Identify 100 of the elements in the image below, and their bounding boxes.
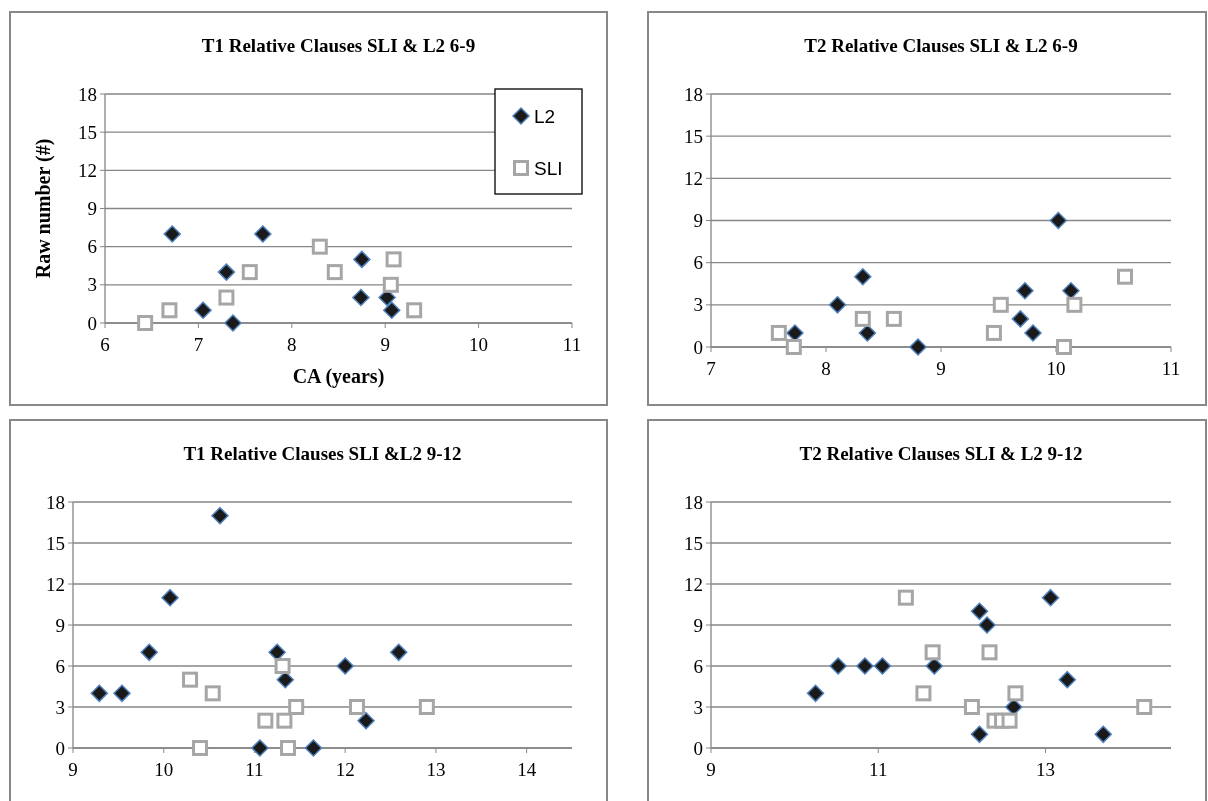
point [856, 657, 874, 675]
y-tick-label: 3 [55, 696, 65, 718]
point [406, 302, 423, 319]
point [1066, 296, 1083, 313]
legend-label: L2 [534, 105, 556, 127]
x-tick-label: 8 [287, 334, 297, 355]
point [182, 671, 199, 688]
point [924, 644, 941, 661]
y-tick-label: 9 [55, 614, 65, 636]
point [137, 315, 154, 331]
point [1058, 670, 1077, 689]
point [992, 296, 1009, 313]
x-tick-label: 14 [517, 759, 537, 780]
point [389, 643, 408, 662]
point [336, 657, 354, 675]
x-tick-label: 10 [154, 759, 174, 780]
x-tick-label: 11 [245, 759, 264, 780]
point [382, 276, 399, 293]
y-tick-label: 12 [78, 159, 97, 181]
y-tick-label: 6 [693, 655, 703, 677]
point [1007, 685, 1024, 702]
x-tick-label: 12 [335, 759, 355, 780]
point [140, 643, 158, 662]
point [257, 712, 274, 729]
y-axis-title: Raw number (#) [32, 138, 55, 279]
point [1011, 310, 1030, 328]
x-tick-label: 7 [193, 334, 204, 355]
y-tick-label: 15 [684, 125, 703, 147]
point [192, 740, 209, 756]
y-tick-label: 0 [87, 312, 97, 334]
point [276, 712, 293, 729]
point [1049, 211, 1068, 230]
point [978, 616, 996, 634]
point [280, 740, 297, 756]
point [251, 739, 269, 757]
point [785, 339, 802, 355]
y-tick-label: 3 [693, 696, 703, 718]
y-tick-label: 15 [684, 532, 703, 554]
point [1094, 725, 1112, 744]
y-tick-label: 0 [55, 737, 65, 759]
point [985, 324, 1002, 341]
x-tick-label: 9 [380, 334, 390, 355]
x-tick-label: 9 [936, 358, 946, 379]
point [1041, 588, 1060, 607]
point [1117, 268, 1133, 285]
point [770, 324, 787, 341]
point [873, 657, 892, 675]
y-tick-label: 0 [693, 336, 703, 358]
y-tick-label: 18 [78, 83, 97, 105]
point [161, 302, 178, 319]
chart-title: T2 Relative Clauses SLI & L2 6-9 [804, 35, 1078, 56]
point [915, 685, 932, 702]
y-tick-label: 9 [693, 614, 703, 636]
point [311, 238, 328, 255]
point [224, 314, 242, 332]
x-tick-label: 10 [1046, 358, 1066, 379]
point [90, 684, 109, 703]
point [326, 264, 343, 281]
point [348, 699, 365, 715]
point [885, 310, 902, 327]
chart-title: T1 Relative Clauses SLI &L2 9-12 [183, 443, 462, 464]
point [1056, 339, 1073, 355]
point [1001, 712, 1018, 729]
x-tick-label: 11 [562, 334, 582, 355]
point [274, 658, 291, 674]
legend-label: SLI [534, 157, 563, 179]
y-tick-label: 15 [46, 532, 65, 554]
point [1136, 699, 1153, 715]
y-tick-label: 15 [78, 121, 97, 143]
y-tick-label: 6 [55, 655, 65, 677]
point [357, 711, 375, 730]
x-tick-label: 8 [821, 358, 831, 379]
point [161, 588, 179, 607]
point [385, 251, 402, 268]
y-tick-label: 0 [693, 737, 703, 759]
point [204, 685, 221, 702]
y-tick-label: 18 [684, 83, 703, 105]
x-tick-label: 9 [706, 759, 716, 780]
x-tick-label: 10 [469, 334, 489, 355]
x-tick-label: 11 [869, 759, 888, 780]
point [211, 506, 229, 525]
point [418, 699, 435, 715]
point [970, 602, 989, 621]
point [194, 301, 212, 320]
point [217, 263, 236, 281]
y-tick-label: 9 [693, 210, 703, 232]
y-tick-label: 18 [684, 491, 703, 513]
x-tick-label: 6 [100, 334, 110, 355]
point [970, 725, 989, 744]
point [828, 296, 847, 314]
point [218, 289, 235, 306]
y-tick-label: 3 [693, 294, 703, 316]
point [254, 225, 272, 243]
y-tick-label: 6 [87, 236, 97, 258]
point [113, 684, 131, 703]
point [1024, 324, 1042, 342]
point [909, 338, 927, 356]
y-tick-label: 18 [46, 491, 65, 513]
point [382, 301, 401, 320]
chart-title: T1 Relative Clauses SLI & L2 6-9 [201, 35, 476, 56]
